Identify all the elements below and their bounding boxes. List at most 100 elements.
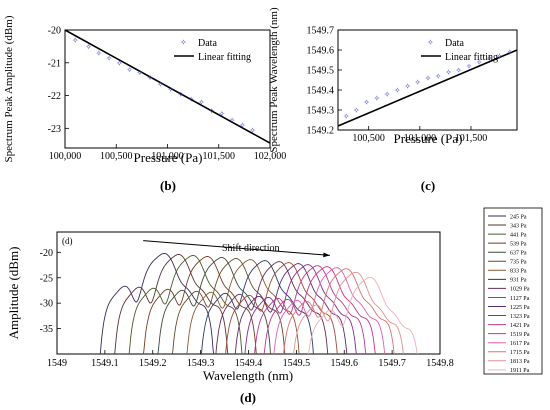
chart-d-caption: (d) bbox=[240, 390, 256, 405]
chart-b-ylabel: Spectrum Peak Amplitude (dBm) bbox=[3, 15, 15, 162]
chart-d-series-line bbox=[263, 266, 376, 354]
chart-c-data-point: ✧ bbox=[353, 106, 360, 115]
chart-d-legend-label: 1225 Pa bbox=[510, 305, 530, 311]
chart-d-shift-arrowhead bbox=[323, 252, 330, 258]
chart-d-legend-label: 1617 Pa bbox=[510, 341, 530, 347]
chart-d-series-line bbox=[282, 268, 395, 354]
chart-c-xtick-label: 101,500 bbox=[455, 133, 488, 144]
chart-d-series-line bbox=[128, 255, 243, 354]
chart-c-ytick-label: 1549.5 bbox=[307, 66, 335, 77]
chart-c-data-point: ✧ bbox=[435, 72, 442, 81]
chart-d-legend-label: 1029 Pa bbox=[510, 287, 530, 293]
chart-c-legend-marker-data: ✧ bbox=[427, 38, 434, 47]
chart-b-data-point: ✧ bbox=[157, 80, 164, 89]
chart-b-caption: (b) bbox=[160, 178, 176, 193]
chart-d-inner-label: (d) bbox=[62, 236, 73, 246]
chart-c: 100,500 101,000 101,500 1549.2 1549.3 1549.4 1… bbox=[268, 7, 518, 193]
chart-b-data-point: ✧ bbox=[188, 95, 195, 104]
chart-d-xtick-label: 1549.5 bbox=[283, 358, 311, 369]
chart-c-xtick-label: 101,000 bbox=[404, 133, 437, 144]
chart-c-ytick-label: 1549.4 bbox=[307, 86, 335, 97]
chart-b-data-point: ✧ bbox=[116, 59, 123, 68]
chart-b-data-point: ✧ bbox=[106, 54, 113, 63]
chart-b-data-point: ✧ bbox=[208, 106, 215, 115]
chart-d-series-line bbox=[86, 252, 215, 354]
chart-c-data-point: ✧ bbox=[486, 54, 493, 63]
chart-d-series-line bbox=[114, 254, 229, 354]
chart-b-data-point: ✧ bbox=[229, 116, 236, 125]
chart-b: 100,000 100,500 101,000 101,500 102,000 -20 -2… bbox=[3, 15, 286, 193]
chart-d-xtick-label: 1549.1 bbox=[91, 358, 119, 369]
chart-c-legend-label-fit: Linear fitting bbox=[445, 52, 498, 63]
chart-d-series-line bbox=[171, 258, 286, 354]
chart-c-data-point: ✧ bbox=[476, 58, 483, 67]
chart-b-fit-line bbox=[64, 29, 271, 144]
chart-b-data-point: ✧ bbox=[147, 74, 154, 83]
chart-d-legend-label: 441 Pa bbox=[510, 232, 527, 238]
chart-d-series-line bbox=[273, 267, 386, 354]
chart-c-data-point: ✧ bbox=[496, 52, 503, 61]
chart-c-ytick-label: 1549.7 bbox=[307, 26, 335, 37]
chart-d-series-line bbox=[293, 271, 404, 354]
chart-c-data-point: ✧ bbox=[384, 90, 391, 99]
chart-b-xlabel: Pressure (Pa) bbox=[134, 150, 203, 165]
chart-c-data-point: ✧ bbox=[363, 98, 370, 107]
chart-c-legend-label-data: Data bbox=[445, 38, 464, 49]
chart-b-data-point: ✧ bbox=[136, 69, 143, 78]
chart-d-spectra bbox=[86, 252, 418, 354]
chart-b-ytick-label: -20 bbox=[48, 26, 61, 37]
chart-b-data-point: ✧ bbox=[177, 90, 184, 99]
chart-d-series-line bbox=[143, 256, 257, 354]
chart-d-legend-label: 539 Pa bbox=[510, 241, 527, 247]
chart-d-ylabel: Amplitude (dBm) bbox=[6, 247, 21, 340]
chart-c-ytick-label: 1549.6 bbox=[307, 46, 335, 57]
chart-c-caption: (c) bbox=[421, 178, 435, 193]
chart-d-series-line bbox=[234, 263, 348, 354]
chart-d-legend-label: 343 Pa bbox=[510, 223, 527, 229]
chart-d-legend-label: 1421 Pa bbox=[510, 323, 530, 329]
chart-d-xtick-label: 1549.3 bbox=[187, 358, 215, 369]
chart-d-legend-label: 1519 Pa bbox=[510, 332, 530, 338]
chart-c-ylabel: Spectrum Peak Wavelength (nm) bbox=[268, 7, 280, 153]
chart-d-ytick-label: -35 bbox=[40, 324, 53, 335]
chart-c-ytick-label: 1549.3 bbox=[307, 106, 335, 117]
chart-d-ytick-label: -25 bbox=[40, 273, 53, 284]
chart-c-xlabel: Pressure (Pa) bbox=[394, 131, 463, 146]
chart-c-data-point: ✧ bbox=[404, 82, 411, 91]
chart-d-xtick-label: 1549.7 bbox=[378, 358, 406, 369]
chart-d-xtick-label: 1549.6 bbox=[331, 358, 359, 369]
chart-c-data-point: ✧ bbox=[445, 68, 452, 77]
chart-b-data-point: ✧ bbox=[249, 126, 256, 135]
chart-b-xtick-label: 100,000 bbox=[49, 151, 82, 162]
chart-d-legend bbox=[483, 207, 543, 375]
chart-b-data-point: ✧ bbox=[85, 42, 92, 51]
chart-d-series-line bbox=[254, 265, 367, 354]
chart-c-ytick-label: 1549.2 bbox=[307, 126, 335, 137]
chart-c-xtick-label: 100,500 bbox=[352, 133, 385, 144]
chart-d-legend-label: 1323 Pa bbox=[510, 314, 530, 320]
chart-d-series-line bbox=[157, 257, 271, 354]
chart-d-legend-label: 1813 Pa bbox=[510, 359, 530, 365]
chart-c-data-point: ✧ bbox=[466, 62, 473, 71]
chart-d-legend-label: 931 Pa bbox=[510, 278, 527, 284]
chart-d: 1549 1549.1 1549.2 1549.3 1549.4 1549.5 1549.6… bbox=[6, 207, 543, 405]
chart-b-xtick-label: 100,500 bbox=[100, 151, 133, 162]
chart-b-data-point: ✧ bbox=[167, 85, 174, 94]
chart-d-xtick-label: 1549 bbox=[47, 358, 67, 369]
chart-d-xtick-label: 1549.4 bbox=[235, 358, 263, 369]
chart-b-ytick-label: -21 bbox=[48, 58, 61, 69]
chart-d-legend-label: 637 Pa bbox=[510, 251, 527, 257]
chart-d-series-line bbox=[186, 259, 300, 354]
chart-d-ytick-label: -30 bbox=[40, 299, 53, 310]
chart-d-xlabel: Wavelength (nm) bbox=[203, 368, 293, 383]
chart-b-data-point: ✧ bbox=[239, 121, 246, 130]
chart-b-legend-label-data: Data bbox=[198, 38, 217, 49]
chart-d-series-line bbox=[244, 264, 357, 354]
chart-b-legend-marker-data: ✧ bbox=[180, 38, 187, 47]
chart-d-legend-label: 833 Pa bbox=[510, 269, 527, 275]
chart-c-data-point: ✧ bbox=[374, 94, 381, 103]
chart-d-legend-label: 245 Pa bbox=[510, 214, 527, 220]
chart-d-legend-label: 1127 Pa bbox=[510, 296, 530, 302]
chart-d-series-line bbox=[307, 276, 418, 354]
